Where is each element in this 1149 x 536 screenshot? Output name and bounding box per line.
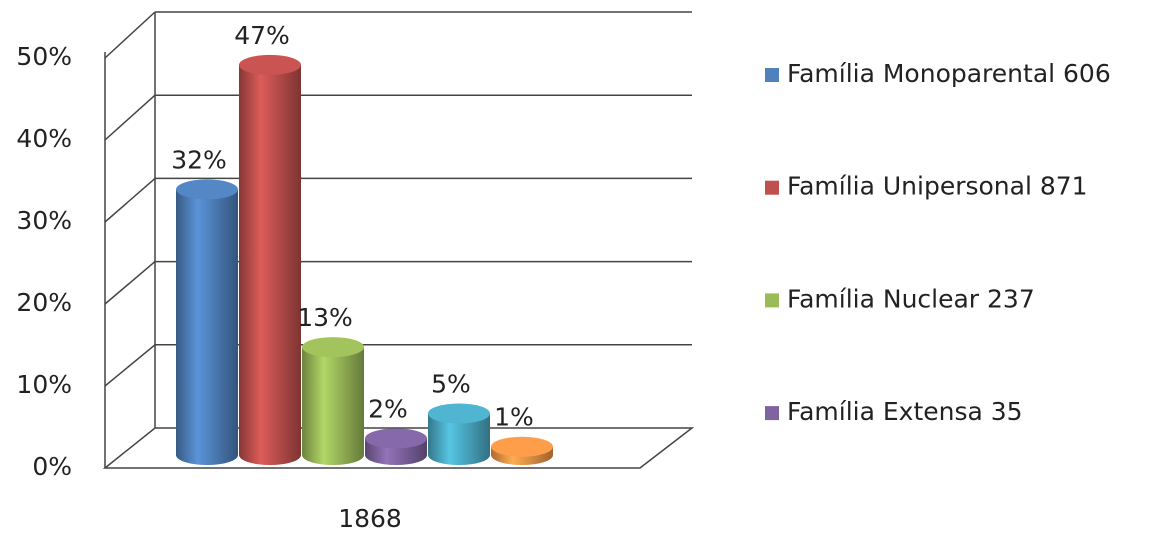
legend-swatch — [765, 406, 779, 421]
y-tick-label: 40% — [16, 124, 72, 153]
bar-top — [365, 428, 427, 449]
grid-line — [104, 344, 156, 387]
legend-label: Família Extensa 35 — [787, 397, 1023, 426]
bar-top — [302, 337, 364, 358]
grid-line — [104, 177, 156, 223]
grid-line — [104, 11, 156, 59]
data-label: 5% — [431, 370, 471, 399]
data-label: 1% — [494, 403, 534, 432]
bar — [176, 189, 238, 455]
data-label: 13% — [297, 303, 353, 332]
data-label: 47% — [234, 21, 290, 50]
legend-label: Família Unipersonal 871 — [787, 172, 1088, 201]
bar-top — [239, 54, 301, 75]
y-tick-label: 0% — [32, 452, 72, 481]
y-tick-label: 30% — [16, 206, 72, 235]
bar — [239, 64, 301, 456]
legend-swatch — [765, 293, 779, 308]
legend-swatch — [765, 180, 779, 195]
y-tick-label: 10% — [16, 370, 72, 399]
bar-top — [491, 436, 553, 457]
bar-top — [428, 403, 490, 424]
data-label: 32% — [171, 145, 227, 174]
y-tick-label: 20% — [16, 288, 72, 317]
x-tick-label: 1868 — [338, 504, 402, 533]
grid-line — [104, 261, 156, 305]
data-label: 2% — [368, 394, 408, 423]
grid-line — [104, 94, 156, 141]
floor — [102, 427, 695, 469]
bar — [302, 347, 364, 455]
legend-swatch — [765, 68, 779, 82]
bar-top — [176, 179, 238, 200]
y-tick-label: 50% — [16, 42, 72, 71]
legend-label: Família Nuclear 237 — [787, 284, 1035, 313]
legend-label: Família Monoparental 606 — [787, 59, 1111, 88]
